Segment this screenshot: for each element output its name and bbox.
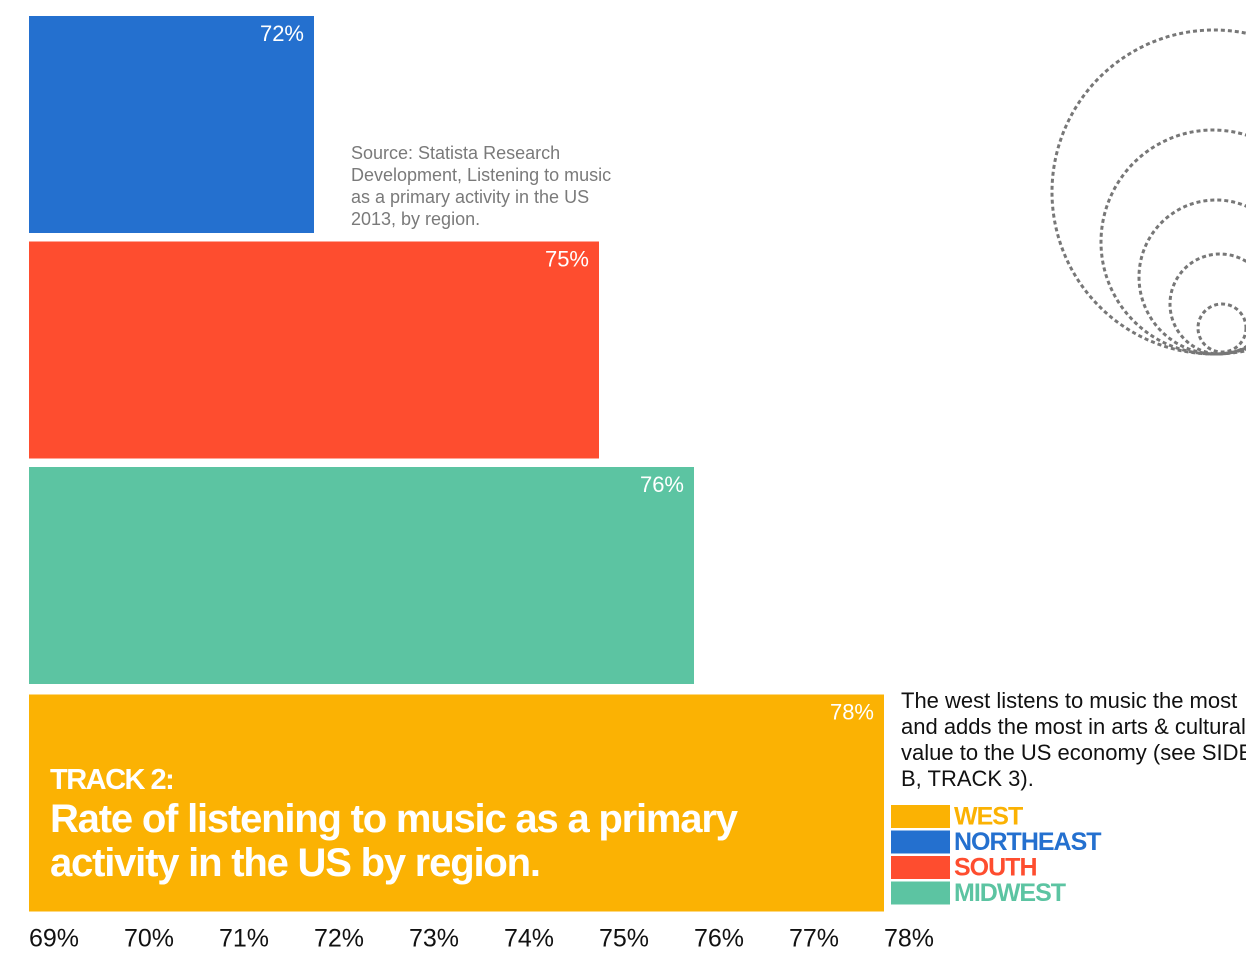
x-tick-label: 71% bbox=[219, 925, 269, 953]
value-label: 78% bbox=[830, 699, 874, 724]
legend-label: SOUTH bbox=[954, 854, 1037, 882]
value-label: 76% bbox=[640, 472, 684, 497]
bar bbox=[29, 467, 694, 684]
annotation: The west listens to music the most and a… bbox=[901, 688, 1246, 791]
value-label: 75% bbox=[545, 246, 589, 271]
bar bbox=[29, 16, 314, 233]
legend-label: NORTHEAST bbox=[954, 828, 1101, 856]
x-tick-label: 70% bbox=[124, 925, 174, 953]
x-tick-label: 74% bbox=[504, 925, 554, 953]
plot: 69% 70% 71% 72% 73% 74% 75% 76% 77% 78% 78% 72% 75% 7… bbox=[29, 16, 1102, 953]
chart-title: Rate of listening to music as a primary … bbox=[50, 797, 738, 885]
x-tick-label: 69% bbox=[29, 925, 79, 953]
bar bbox=[29, 694, 884, 912]
legend-swatch bbox=[891, 805, 950, 828]
source-note: Source: Statista Research Development, L… bbox=[351, 143, 612, 229]
title-kicker: TRACK 2: bbox=[50, 764, 175, 796]
x-tick-label: 72% bbox=[314, 925, 364, 953]
legend-label: WEST bbox=[954, 803, 1023, 831]
value-label: 72% bbox=[260, 21, 304, 46]
legend-swatch bbox=[891, 881, 950, 905]
legend-label: MIDWEST bbox=[954, 879, 1066, 907]
x-tick-label: 76% bbox=[694, 925, 744, 953]
x-tick-label: 78% bbox=[884, 925, 934, 953]
x-tick-label: 73% bbox=[409, 925, 459, 953]
legend-swatch bbox=[891, 856, 950, 879]
bar bbox=[29, 241, 599, 459]
x-tick-label: 77% bbox=[789, 925, 839, 953]
decor-circles bbox=[1050, 28, 1246, 356]
legend-swatch bbox=[891, 830, 950, 854]
x-tick-label: 75% bbox=[599, 925, 649, 953]
